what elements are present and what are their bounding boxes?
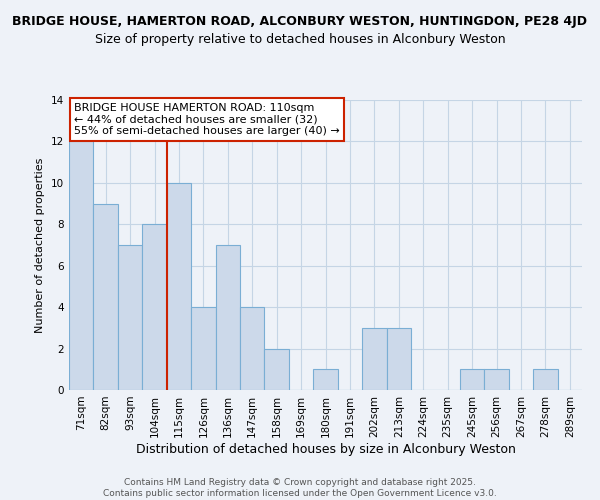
Text: Size of property relative to detached houses in Alconbury Weston: Size of property relative to detached ho… (95, 32, 505, 46)
Bar (191, 307, 215, 390)
Bar (215, 245, 240, 390)
Bar (69, 142, 94, 390)
X-axis label: Distribution of detached houses by size in Alconbury Weston: Distribution of detached houses by size … (136, 442, 515, 456)
Bar (167, 183, 191, 390)
Bar (142, 224, 167, 390)
Y-axis label: Number of detached properties: Number of detached properties (35, 158, 46, 332)
Bar (484, 370, 509, 390)
Bar (265, 348, 289, 390)
Text: BRIDGE HOUSE, HAMERTON ROAD, ALCONBURY WESTON, HUNTINGDON, PE28 4JD: BRIDGE HOUSE, HAMERTON ROAD, ALCONBURY W… (13, 15, 587, 28)
Text: Contains HM Land Registry data © Crown copyright and database right 2025.
Contai: Contains HM Land Registry data © Crown c… (103, 478, 497, 498)
Bar (460, 370, 484, 390)
Bar (362, 328, 386, 390)
Bar (94, 204, 118, 390)
Bar (533, 370, 557, 390)
Text: BRIDGE HOUSE HAMERTON ROAD: 110sqm
← 44% of detached houses are smaller (32)
55%: BRIDGE HOUSE HAMERTON ROAD: 110sqm ← 44%… (74, 103, 340, 136)
Bar (313, 370, 338, 390)
Bar (386, 328, 411, 390)
Bar (118, 245, 142, 390)
Bar (240, 307, 265, 390)
